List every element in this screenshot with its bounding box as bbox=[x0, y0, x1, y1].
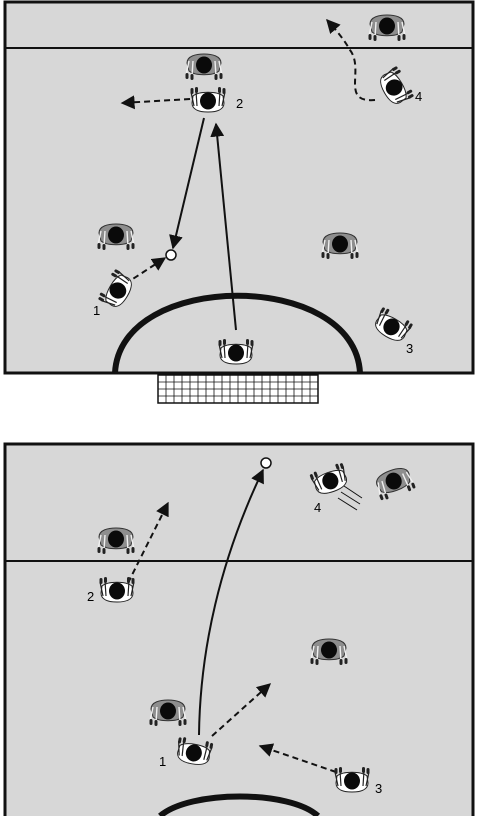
court-bottom bbox=[3, 442, 475, 820]
pass-line bbox=[210, 122, 237, 331]
run-arrow bbox=[120, 95, 191, 110]
run-arrow bbox=[326, 18, 376, 102]
diagram-top: 1 2 3 4 bbox=[3, 0, 475, 404]
player-label-3: 3 bbox=[406, 341, 413, 356]
player-label-2: 2 bbox=[236, 96, 243, 111]
run-arrow bbox=[124, 257, 167, 285]
pass-line bbox=[169, 117, 205, 250]
player-label-4: 4 bbox=[314, 500, 321, 515]
goal-area-arc-top bbox=[112, 292, 363, 374]
pass-line bbox=[198, 468, 264, 736]
player-label-2: 2 bbox=[87, 589, 94, 604]
goal-net bbox=[157, 374, 319, 404]
ball bbox=[260, 457, 272, 469]
speed-lines bbox=[337, 485, 363, 511]
player-label-4: 4 bbox=[415, 89, 422, 104]
run-arrow bbox=[127, 501, 169, 584]
court-top bbox=[3, 0, 475, 375]
diagram-bottom: 1 2 3 4 bbox=[3, 442, 475, 820]
ball bbox=[165, 249, 177, 261]
run-arrow bbox=[258, 743, 337, 773]
player-label-1: 1 bbox=[93, 303, 100, 318]
run-arrow bbox=[211, 683, 272, 737]
player-label-3: 3 bbox=[375, 781, 382, 796]
goal-area-arc-bottom bbox=[158, 793, 321, 819]
player-label-1: 1 bbox=[159, 754, 166, 769]
